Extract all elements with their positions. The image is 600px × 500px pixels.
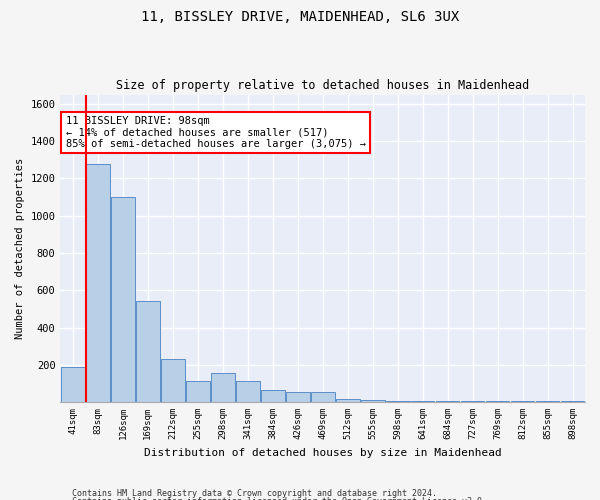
Text: 11, BISSLEY DRIVE, MAIDENHEAD, SL6 3UX: 11, BISSLEY DRIVE, MAIDENHEAD, SL6 3UX <box>141 10 459 24</box>
Text: 11 BISSLEY DRIVE: 98sqm
← 14% of detached houses are smaller (517)
85% of semi-d: 11 BISSLEY DRIVE: 98sqm ← 14% of detache… <box>65 116 365 150</box>
Bar <box>111 197 135 402</box>
Title: Size of property relative to detached houses in Maidenhead: Size of property relative to detached ho… <box>116 79 529 92</box>
Bar <box>236 380 260 402</box>
Bar <box>486 401 509 402</box>
Bar <box>461 401 484 402</box>
Bar <box>211 373 235 402</box>
Bar <box>286 392 310 402</box>
Bar <box>261 390 284 402</box>
Bar <box>336 398 359 402</box>
Bar <box>536 401 559 402</box>
Bar <box>436 401 460 402</box>
Y-axis label: Number of detached properties: Number of detached properties <box>15 158 25 339</box>
Bar <box>136 302 160 402</box>
Bar <box>386 401 410 402</box>
Bar <box>61 366 85 402</box>
Bar <box>511 401 535 402</box>
Bar <box>361 400 385 402</box>
Bar <box>186 380 209 402</box>
Bar <box>161 359 185 402</box>
Text: Contains HM Land Registry data © Crown copyright and database right 2024.: Contains HM Land Registry data © Crown c… <box>72 488 437 498</box>
Bar <box>411 401 434 402</box>
Bar <box>560 401 584 402</box>
Bar <box>86 164 110 402</box>
Bar <box>311 392 335 402</box>
X-axis label: Distribution of detached houses by size in Maidenhead: Distribution of detached houses by size … <box>144 448 502 458</box>
Text: Contains public sector information licensed under the Open Government Licence v3: Contains public sector information licen… <box>72 497 487 500</box>
